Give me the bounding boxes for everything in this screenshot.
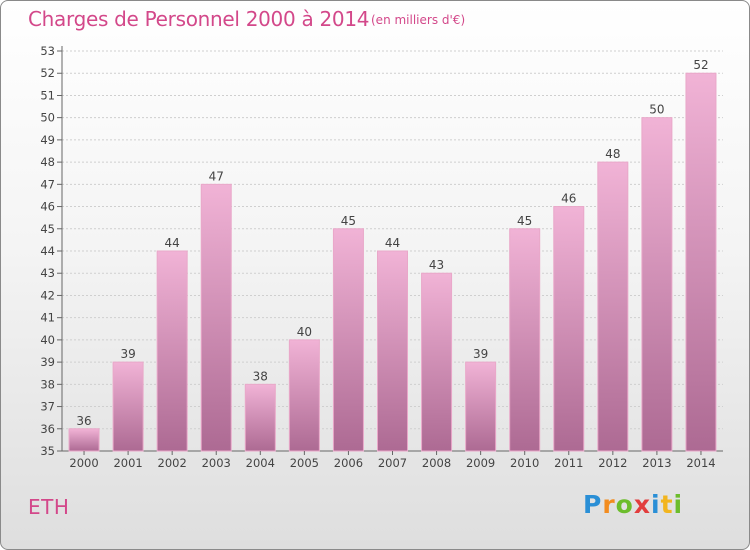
x-tick-label: 2006 xyxy=(334,456,363,470)
x-tick-label: 2013 xyxy=(642,456,671,470)
bar xyxy=(112,361,144,452)
x-tick-label: 2011 xyxy=(554,456,583,470)
bar-value-label: 46 xyxy=(561,192,576,206)
y-tick-label: 38 xyxy=(40,377,55,391)
x-tick-label: 2005 xyxy=(290,456,319,470)
chart-title: Charges de Personnel 2000 à 2014 xyxy=(28,7,370,31)
x-tick-label: 2000 xyxy=(69,456,98,470)
y-tick-label: 51 xyxy=(40,88,55,102)
bar xyxy=(641,117,673,452)
bar-value-label: 43 xyxy=(429,258,444,272)
logo-letter: i xyxy=(651,490,661,519)
y-tick-label: 40 xyxy=(40,333,55,347)
y-tick-label: 41 xyxy=(40,311,55,325)
bar-value-label: 45 xyxy=(341,214,356,228)
y-tick-label: 46 xyxy=(40,200,55,214)
bar-value-label: 39 xyxy=(473,347,488,361)
x-tick-label: 2001 xyxy=(113,456,142,470)
bar-value-label: 50 xyxy=(649,103,664,117)
y-tick-label: 52 xyxy=(40,66,55,80)
bar xyxy=(597,161,629,452)
y-tick-label: 45 xyxy=(40,222,55,236)
bar xyxy=(288,339,320,452)
y-tick-label: 47 xyxy=(40,177,55,191)
y-tick-label: 48 xyxy=(40,155,55,169)
x-tick-label: 2002 xyxy=(158,456,187,470)
y-tick-label: 53 xyxy=(40,44,55,58)
logo-letter: i xyxy=(673,490,684,519)
bar-value-label: 44 xyxy=(385,236,400,250)
logo-letter: t xyxy=(660,490,674,519)
y-tick-label: 50 xyxy=(40,111,55,125)
y-tick-label: 42 xyxy=(40,288,55,302)
x-tick-label: 2012 xyxy=(598,456,627,470)
bar-value-label: 39 xyxy=(120,347,135,361)
y-tick-label: 35 xyxy=(40,444,55,458)
x-tick-label: 2008 xyxy=(422,456,451,470)
commune-name: ETH xyxy=(28,495,70,519)
x-tick-label: 2014 xyxy=(686,456,715,470)
bar xyxy=(244,383,276,452)
bar-value-label: 45 xyxy=(517,214,532,228)
x-tick-label: 2009 xyxy=(466,456,495,470)
y-tick-label: 43 xyxy=(40,266,55,280)
logo-letter: P xyxy=(583,490,603,519)
bar-value-label: 47 xyxy=(209,169,224,183)
bar-value-label: 52 xyxy=(693,58,708,72)
y-tick-label: 44 xyxy=(40,244,55,258)
bar xyxy=(68,428,100,452)
bar-value-label: 40 xyxy=(297,325,312,339)
logo-letter: o xyxy=(615,490,634,519)
bar xyxy=(377,250,408,452)
chart-subtitle: (en milliers d'€) xyxy=(371,13,466,27)
bar-value-label: 48 xyxy=(605,147,620,161)
y-tick-label: 49 xyxy=(40,133,55,147)
bar xyxy=(685,72,717,452)
y-tick-label: 36 xyxy=(40,422,55,436)
logo-letter: r xyxy=(602,490,616,519)
bar xyxy=(553,206,585,452)
bar xyxy=(509,228,541,452)
bar xyxy=(332,228,364,452)
x-tick-label: 2004 xyxy=(246,456,275,470)
y-tick-label: 39 xyxy=(40,355,55,369)
bar xyxy=(421,272,453,452)
x-tick-label: 2003 xyxy=(202,456,231,470)
bar xyxy=(465,361,497,452)
bar-value-label: 38 xyxy=(253,369,268,383)
bar-value-label: 36 xyxy=(76,414,91,428)
bar xyxy=(156,250,188,452)
bar xyxy=(200,183,232,452)
y-tick-label: 37 xyxy=(40,400,55,414)
x-tick-label: 2010 xyxy=(510,456,539,470)
x-tick-label: 2007 xyxy=(378,456,407,470)
bar-value-label: 44 xyxy=(165,236,180,250)
proxiti-logo[interactable]: Proxiti xyxy=(583,490,683,519)
logo-letter: x xyxy=(633,490,651,519)
